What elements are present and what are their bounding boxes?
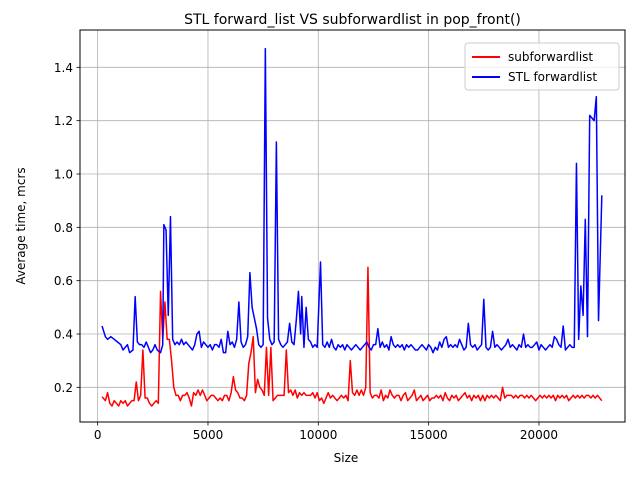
- legend-label-stl-forwardlist: STL forwardlist: [508, 70, 597, 84]
- y-tick-label: 1.4: [54, 61, 73, 75]
- x-axis-label: Size: [334, 451, 359, 465]
- x-tick-label: 15000: [410, 428, 448, 442]
- chart-title: STL forward_list VS subforwardlist in po…: [184, 12, 521, 28]
- y-tick-label: 1.0: [54, 168, 73, 182]
- x-tick-label: 20000: [520, 428, 558, 442]
- legend-box: [464, 42, 620, 91]
- legend: subforwardlist STL forwardlist: [464, 42, 620, 91]
- x-tick-label: 5000: [193, 428, 224, 442]
- y-tick-label: 0.8: [54, 221, 73, 235]
- plot-lines: [101, 47, 603, 407]
- axis-ticks: 0 5000 10000 15000 20000 0.2 0.4 0.6 0.8 1.0 1.2 1.…: [54, 61, 558, 442]
- legend-label-subforwardlist: subforwardlist: [508, 50, 593, 64]
- plot-frame: [79, 29, 626, 423]
- y-tick-label: 0.2: [54, 381, 73, 395]
- subforwardlist-line: [101, 266, 603, 407]
- y-tick-label: 0.4: [54, 328, 73, 342]
- y-tick-label: 1.2: [54, 114, 73, 128]
- stl-forwardlist-line: [101, 47, 603, 354]
- x-tick-label: 0: [94, 428, 102, 442]
- y-axis-label: Average time, mcrs: [14, 167, 28, 284]
- x-tick-label: 10000: [299, 428, 337, 442]
- y-tick-label: 0.6: [54, 274, 73, 288]
